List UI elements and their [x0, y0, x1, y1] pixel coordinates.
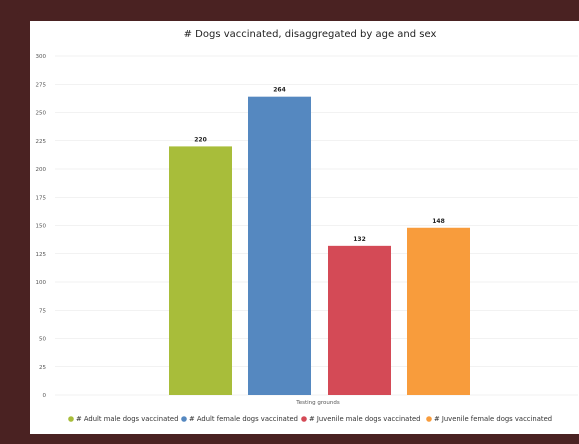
legend-marker[interactable] [301, 416, 307, 422]
bar-value-label: 264 [273, 87, 286, 94]
x-axis-label: Testing grounds [295, 400, 340, 406]
bar [248, 96, 311, 396]
chart-title: # Dogs vaccinated, disaggregated by age … [184, 29, 437, 40]
legend-marker[interactable] [181, 416, 187, 422]
grid [55, 55, 578, 396]
y-tick-label: 225 [36, 139, 47, 145]
y-tick-label: 250 [36, 111, 47, 117]
legend-label[interactable]: # Adult female dogs vaccinated [189, 415, 298, 423]
y-tick-label: 75 [39, 308, 46, 314]
bar [328, 245, 391, 395]
data-labels: 220 264 132 148 [194, 87, 445, 243]
legend-marker[interactable] [68, 416, 74, 422]
y-tick-label: 125 [36, 252, 47, 258]
y-tick-label: 150 [36, 224, 47, 230]
bar-value-label: 148 [432, 218, 445, 225]
y-tick-label: 275 [36, 82, 47, 88]
bars [169, 96, 470, 396]
y-tick-label: 100 [36, 280, 47, 286]
y-tick-label: 175 [36, 195, 47, 201]
y-tick-label: 25 [39, 365, 46, 371]
bar-value-label: 220 [194, 136, 207, 143]
bar [169, 146, 232, 395]
legend: # Adult male dogs vaccinated # Adult fema… [68, 415, 552, 423]
legend-label[interactable]: # Juvenile male dogs vaccinated [309, 415, 421, 423]
y-tick-label: 50 [39, 337, 46, 343]
y-axis: 0 25 50 75 100 125 150 175 200 225 250 275 300 [36, 54, 47, 399]
legend-label[interactable]: # Juvenile female dogs vaccinated [434, 415, 552, 423]
bar-value-label: 132 [353, 236, 366, 243]
legend-marker[interactable] [426, 416, 432, 422]
y-tick-label: 300 [36, 54, 47, 60]
legend-label[interactable]: # Adult male dogs vaccinated [76, 415, 178, 423]
y-tick-label: 200 [36, 167, 47, 173]
y-tick-label: 0 [43, 393, 47, 399]
bar [407, 227, 470, 395]
